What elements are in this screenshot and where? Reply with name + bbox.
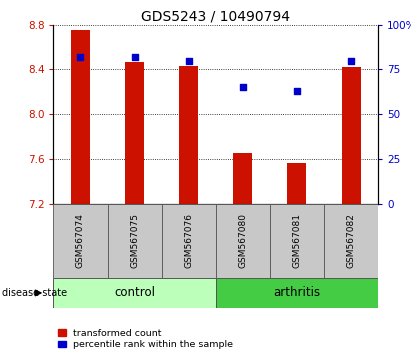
Point: [77, 54, 84, 60]
Text: arthritis: arthritis: [273, 286, 321, 299]
Bar: [162, 204, 216, 278]
Bar: [179, 66, 198, 204]
Bar: [270, 204, 324, 278]
Bar: [53, 204, 108, 278]
Text: disease state: disease state: [2, 288, 67, 298]
Point: [132, 54, 138, 60]
Point: [293, 88, 300, 94]
Bar: [216, 204, 270, 278]
Legend: transformed count, percentile rank within the sample: transformed count, percentile rank withi…: [58, 329, 233, 349]
Point: [185, 58, 192, 63]
Bar: [108, 204, 162, 278]
Bar: [125, 62, 144, 204]
Bar: [287, 163, 307, 204]
Bar: [53, 278, 216, 308]
Text: GSM567076: GSM567076: [184, 213, 193, 268]
Text: control: control: [114, 286, 155, 299]
Bar: [233, 153, 252, 204]
Bar: [342, 67, 360, 204]
Text: GSM567082: GSM567082: [346, 213, 356, 268]
Bar: [324, 204, 378, 278]
Bar: [71, 30, 90, 204]
Bar: [216, 278, 378, 308]
Text: GSM567075: GSM567075: [130, 213, 139, 268]
Point: [240, 85, 246, 90]
Point: [348, 58, 354, 63]
Text: GSM567080: GSM567080: [238, 213, 247, 268]
Title: GDS5243 / 10490794: GDS5243 / 10490794: [141, 10, 290, 24]
Text: GSM567074: GSM567074: [76, 213, 85, 268]
Text: GSM567081: GSM567081: [293, 213, 301, 268]
